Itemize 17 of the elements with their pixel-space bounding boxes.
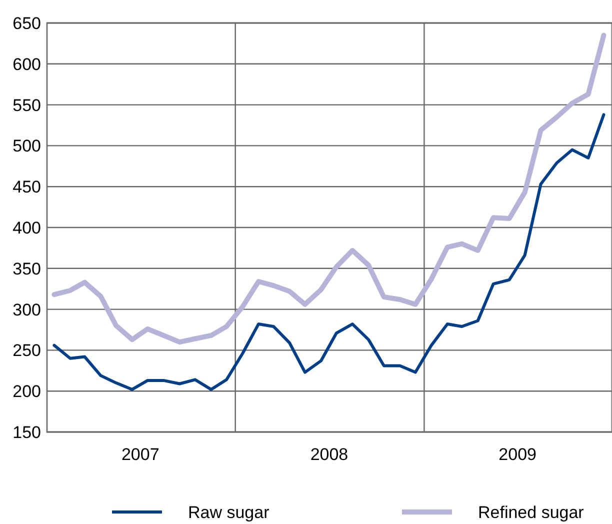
legend-label: Refined sugar [478,502,584,522]
y-tick-label: 500 [12,136,41,156]
y-tick-label: 450 [12,178,41,197]
y-tick-label: 600 [12,54,41,74]
line-series [52,113,606,391]
y-tick-label: 550 [12,96,41,115]
x-tick-label: 2008 [310,445,348,464]
y-tick-label: 650 [12,14,41,33]
x-tick-label: 2009 [498,445,536,464]
y-tick-label: 200 [12,382,41,402]
x-tick-label: 2007 [121,445,160,464]
y-tick-label: 350 [12,259,41,278]
y-tick-label: 400 [12,218,41,238]
y-tick-label: 300 [12,300,41,320]
y-tick-label: 250 [12,341,41,360]
legend-label: Raw sugar [188,502,270,522]
y-tick-label: 150 [12,422,41,442]
